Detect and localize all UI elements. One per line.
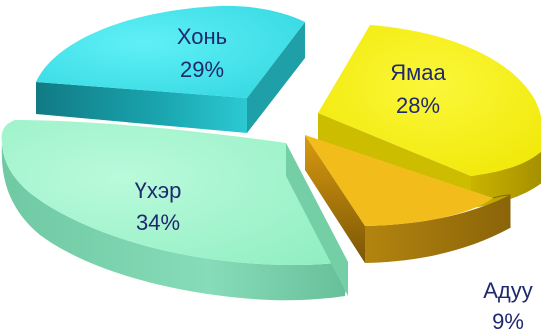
- label-yamaa-value: 28%: [396, 93, 440, 118]
- slice-yamaa-side: [471, 151, 541, 208]
- slice-ukher: [1, 120, 349, 301]
- slice-khon-top: [36, 5, 305, 99]
- slice-khon-side: [36, 82, 247, 133]
- slice-khon-wall: [247, 22, 305, 133]
- label-yamaa-name: Ямаа: [390, 60, 446, 85]
- slice-aduu-top: [305, 135, 493, 226]
- slice-ukher-top: [1, 120, 349, 266]
- label-khon-value: 29%: [180, 57, 224, 82]
- slice-ukher-side: [1, 143, 348, 301]
- slice-yamaa-top: [318, 25, 541, 176]
- slice-khon: [36, 5, 305, 133]
- label-ukher-name: Үхэр: [135, 178, 182, 203]
- slice-aduu: [305, 135, 511, 263]
- slice-aduu-side: [365, 195, 510, 263]
- slice-aduu-wall: [305, 135, 365, 263]
- label-ukher-value: 34%: [136, 210, 180, 235]
- label-khon-name: Хонь: [177, 24, 227, 49]
- label-aduu-name: Адуу: [483, 278, 533, 303]
- label-aduu-value: 9%: [492, 309, 524, 332]
- slice-ukher-wall: [286, 143, 348, 296]
- slice-aduu-edge: [492, 194, 511, 228]
